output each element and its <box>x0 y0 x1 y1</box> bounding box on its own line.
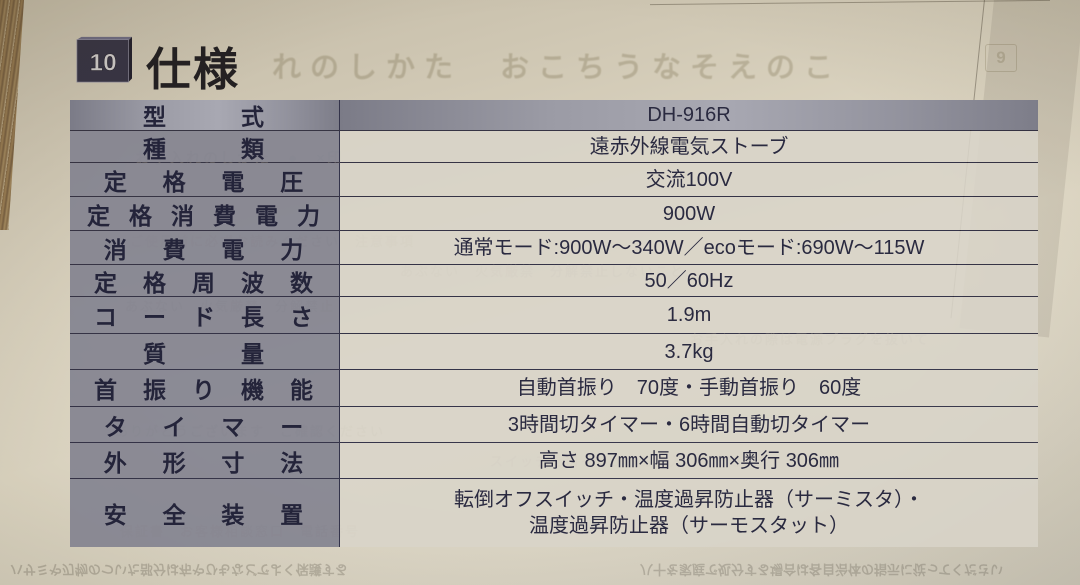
svg-text:10: 10 <box>90 49 117 76</box>
